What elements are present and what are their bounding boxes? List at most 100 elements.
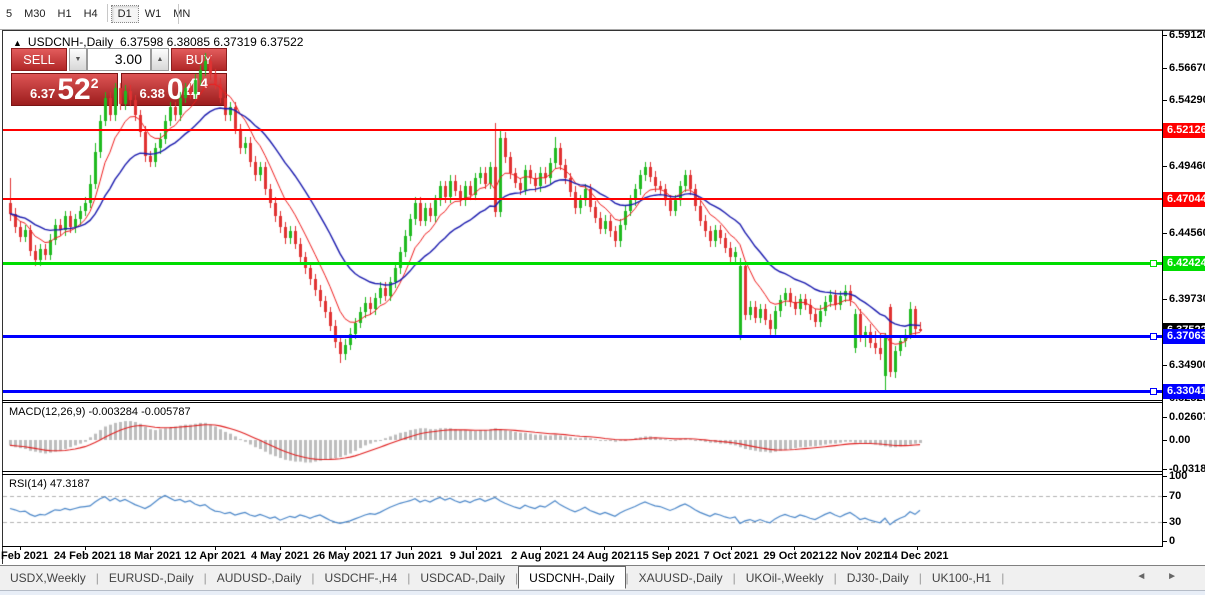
timeframe-toolbar: 5 M30 H1 H4 D1 W1 MN	[0, 0, 1205, 30]
hline-6.52126[interactable]	[3, 129, 1162, 131]
date-axis-label[interactable]: 26 May 2021	[312, 550, 378, 562]
date-axis-tick	[20, 547, 21, 550]
rsi-axis-label: 100	[1169, 470, 1188, 482]
tab-eurusd-daily[interactable]: EURUSD-,Daily	[108, 571, 194, 585]
date-axis-tick	[280, 547, 281, 550]
tab-audusd-daily[interactable]: AUDUSD-,Daily	[216, 571, 302, 585]
hline-handle[interactable]	[1150, 388, 1157, 395]
price-axis-label: 6.39730	[1169, 293, 1205, 305]
date-axis-label[interactable]: 17 Jun 2021	[379, 550, 443, 562]
tab-separator: |	[1001, 571, 1005, 585]
price-axis-tick	[1163, 233, 1167, 234]
price-axis-tick	[1163, 166, 1167, 167]
date-axis-tick	[917, 547, 918, 550]
date-axis-tick	[150, 547, 151, 550]
price-axis-tick	[1163, 35, 1167, 36]
date-axis-label[interactable]: 4 May 2021	[250, 550, 310, 562]
tab-separator: |	[95, 571, 99, 585]
date-axis-tick	[540, 547, 541, 550]
date-axis-label[interactable]: 29 Oct 2021	[763, 550, 825, 562]
hline-handle[interactable]	[1150, 260, 1157, 267]
tab-scroll-left-icon[interactable]: ◄	[1136, 571, 1147, 582]
macd-axis-tick	[1163, 440, 1167, 441]
tab-ukoil-weekly[interactable]: UKOil-,Weekly	[745, 571, 824, 585]
date-axis-tick	[857, 547, 858, 550]
panel-separator	[2, 402, 1163, 403]
date-axis-label[interactable]: 12 Apr 2021	[184, 550, 246, 562]
rsi-axis-label: 0	[1169, 535, 1176, 547]
date-axis-label[interactable]: 2 Aug 2021	[511, 550, 569, 562]
tab-separator: |	[625, 571, 629, 585]
date-axis-tick	[345, 547, 346, 550]
timeframe-button-w1[interactable]: W1	[144, 8, 162, 20]
date-axis-label[interactable]: 2 Feb 2021	[0, 550, 49, 562]
rsi-axis-tick	[1163, 496, 1167, 497]
date-axis-label[interactable]: 9 Jul 2021	[449, 550, 503, 562]
date-axis-label[interactable]: 24 Feb 2021	[53, 550, 117, 562]
rsi-axis-tick	[1163, 476, 1167, 477]
panel-separator	[2, 474, 1163, 475]
date-axis-label[interactable]: 15 Sep 2021	[636, 550, 700, 562]
hline-6.47044[interactable]	[3, 198, 1162, 200]
toolbar-divider	[178, 4, 179, 24]
hline-6.42424[interactable]	[3, 262, 1162, 265]
price-axis-label: 6.54290	[1169, 94, 1205, 106]
timeframe-button-5[interactable]: 5	[6, 8, 13, 20]
tab-usdcad-daily[interactable]: USDCAD-,Daily	[420, 571, 506, 585]
price-axis-label: 6.34900	[1169, 359, 1205, 371]
tab-uk100-h1[interactable]: UK100-,H1	[931, 571, 992, 585]
date-axis-tick	[668, 547, 669, 550]
tab-usdcnh-daily[interactable]: USDCNH-,Daily	[518, 566, 626, 589]
hline-handle[interactable]	[1150, 333, 1157, 340]
rsi-panel-canvas[interactable]	[3, 475, 1162, 546]
level-price-badge: 6.37063	[1163, 329, 1205, 344]
timeframe-button-m30[interactable]: M30	[24, 8, 46, 20]
tab-scroll-right-icon[interactable]: ►	[1167, 571, 1177, 582]
tab-separator: |	[732, 571, 736, 585]
date-axis-tick	[215, 547, 216, 550]
tab-separator: |	[515, 571, 519, 585]
price-axis-border	[1162, 30, 1163, 547]
tab-separator: |	[833, 571, 837, 585]
panel-separator	[2, 471, 1163, 472]
tab-separator: |	[407, 571, 411, 585]
level-price-badge: 6.47044	[1163, 192, 1205, 207]
date-axis-tick	[794, 547, 795, 550]
price-axis-tick	[1163, 299, 1167, 300]
price-axis-label: 6.56670	[1169, 62, 1205, 74]
level-price-badge: 6.33041	[1163, 384, 1205, 399]
tab-usdchf-h4[interactable]: USDCHF-,H4	[324, 571, 398, 585]
date-axis-label[interactable]: 18 Mar 2021	[118, 550, 182, 562]
level-price-badge: 6.42424	[1163, 256, 1205, 271]
date-axis-label[interactable]: 7 Oct 2021	[703, 550, 759, 562]
tab-xauusd-daily[interactable]: XAUUSD-,Daily	[638, 571, 723, 585]
price-axis-tick	[1163, 68, 1167, 69]
rsi-axis-label: 30	[1169, 516, 1182, 528]
macd-panel-canvas[interactable]	[3, 403, 1162, 471]
date-axis-tick	[476, 547, 477, 550]
timeframe-button-mn[interactable]: MN	[173, 8, 191, 20]
macd-axis-tick	[1163, 469, 1167, 470]
tab-dj30-daily[interactable]: DJ30-,Daily	[846, 571, 909, 585]
date-axis-tick	[85, 547, 86, 550]
tab-usdx-weekly[interactable]: USDX,Weekly	[10, 571, 86, 585]
date-axis-label[interactable]: 14 Dec 2021	[885, 550, 949, 562]
toolbar-divider	[106, 3, 108, 22]
price-chart-canvas[interactable]	[3, 31, 1162, 400]
level-price-badge: 6.52126	[1163, 123, 1205, 138]
timeframe-button-h1[interactable]: H1	[57, 8, 72, 20]
price-axis-label: 6.59120	[1169, 29, 1205, 41]
price-axis-label: 6.49460	[1169, 160, 1205, 172]
timeframe-button-d1[interactable]: D1	[110, 5, 139, 23]
rsi-axis-tick	[1163, 541, 1167, 542]
date-axis-label[interactable]: 24 Aug 2021	[572, 550, 636, 562]
chart-tab-bar: USDX,Weekly | EURUSD-,Daily | AUDUSD-,Daily |…	[0, 565, 1205, 590]
date-axis-label[interactable]: 22 Nov 2021	[825, 550, 889, 562]
hline-6.37063[interactable]	[3, 335, 1162, 338]
timeframe-button-h4[interactable]: H4	[83, 8, 98, 20]
macd-axis-tick	[1163, 417, 1167, 418]
rsi-indicator-label: RSI(14) 47.3187	[9, 478, 90, 490]
hline-6.33041[interactable]	[3, 390, 1162, 393]
macd-axis-label: 0.00	[1169, 434, 1191, 446]
